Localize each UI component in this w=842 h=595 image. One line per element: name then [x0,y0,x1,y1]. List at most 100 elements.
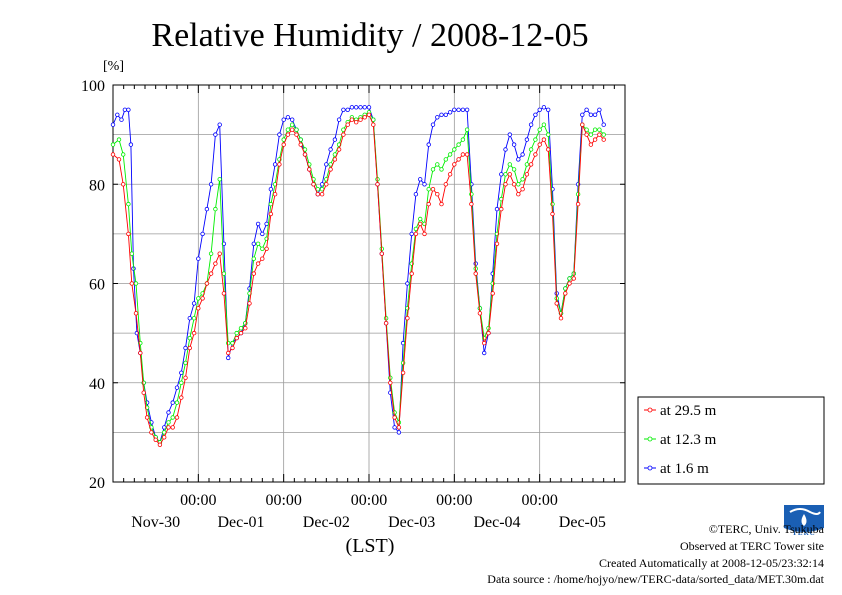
data-point [439,201,444,207]
data-point [110,152,116,157]
data-point [110,142,116,147]
data-point [268,201,274,207]
data-point [383,321,389,326]
data-point [294,132,299,137]
x-day-label: Dec-05 [559,514,606,531]
data-point [503,147,508,152]
data-point [149,430,154,435]
data-point [174,415,180,420]
data-point [533,152,538,157]
data-point [379,251,384,256]
data-point [115,112,120,117]
data-point [464,107,470,112]
data-point [345,107,350,112]
data-point [260,256,265,261]
data-point [584,132,589,137]
data-point [238,330,244,336]
data-point [418,177,423,182]
data-point [588,132,594,137]
data-point [174,400,180,405]
data-point [567,281,572,286]
data-point [128,142,134,147]
logo-drop [801,514,807,526]
data-point [435,115,440,120]
data-point [537,142,542,147]
data-point [447,172,453,177]
data-point [349,117,355,122]
data-point [439,167,444,172]
data-point [166,425,171,430]
data-point [315,191,320,197]
data-point [443,112,448,117]
data-point [511,142,517,147]
data-point [294,127,299,132]
data-point [537,127,542,132]
data-point [285,127,291,132]
x-time-label: 00:00 [436,492,472,509]
data-point [422,182,427,187]
data-point [129,251,134,256]
data-point [174,385,180,390]
data-point [170,425,175,430]
data-point [456,107,461,112]
chart-title: Relative Humidity / 2008-12-05 [151,17,588,54]
data-point [601,132,606,137]
data-point [482,350,487,356]
data-point [580,122,585,127]
data-point [213,261,218,266]
data-point [584,107,589,112]
data-point [144,415,150,420]
series-line [112,111,605,444]
data-point [179,395,184,400]
data-point [524,162,530,167]
data-point [260,231,265,237]
data-point [133,311,139,316]
data-point [208,182,214,187]
data-series [110,105,606,447]
data-point [456,157,461,162]
data-point [400,370,406,375]
data-point [541,105,547,110]
data-point [285,115,291,120]
data-point [204,281,210,286]
data-point [179,370,184,375]
data-point [435,191,440,197]
data-point [324,162,329,167]
data-point [290,127,295,132]
data-point [126,107,131,112]
data-point [126,201,131,207]
data-point [213,206,218,212]
data-point [225,350,231,356]
data-point [161,435,167,440]
data-point [217,122,222,127]
data-point [230,345,235,351]
data-point [443,182,448,187]
terc-logo: TERC [784,505,824,537]
data-point [371,122,376,127]
data-point [179,380,184,385]
data-point [597,107,602,112]
data-point [221,271,227,276]
data-point [452,147,457,152]
data-point [328,147,333,152]
data-point [196,256,201,261]
data-point [302,152,308,157]
data-point [116,157,122,162]
data-point [366,105,372,110]
data-point [187,316,192,321]
data-point [499,206,504,212]
x-time-label: 00:00 [351,492,387,509]
data-point [533,137,538,142]
data-point [392,425,397,430]
data-point [120,182,126,187]
data-point [328,167,333,172]
legend-swatch-marker [647,436,653,442]
y-tick-label: 60 [89,277,105,294]
data-point [264,246,269,251]
data-point [563,291,568,296]
data-point [597,132,602,137]
data-point [157,442,163,447]
legend-label: at 1.6 m [660,461,709,477]
